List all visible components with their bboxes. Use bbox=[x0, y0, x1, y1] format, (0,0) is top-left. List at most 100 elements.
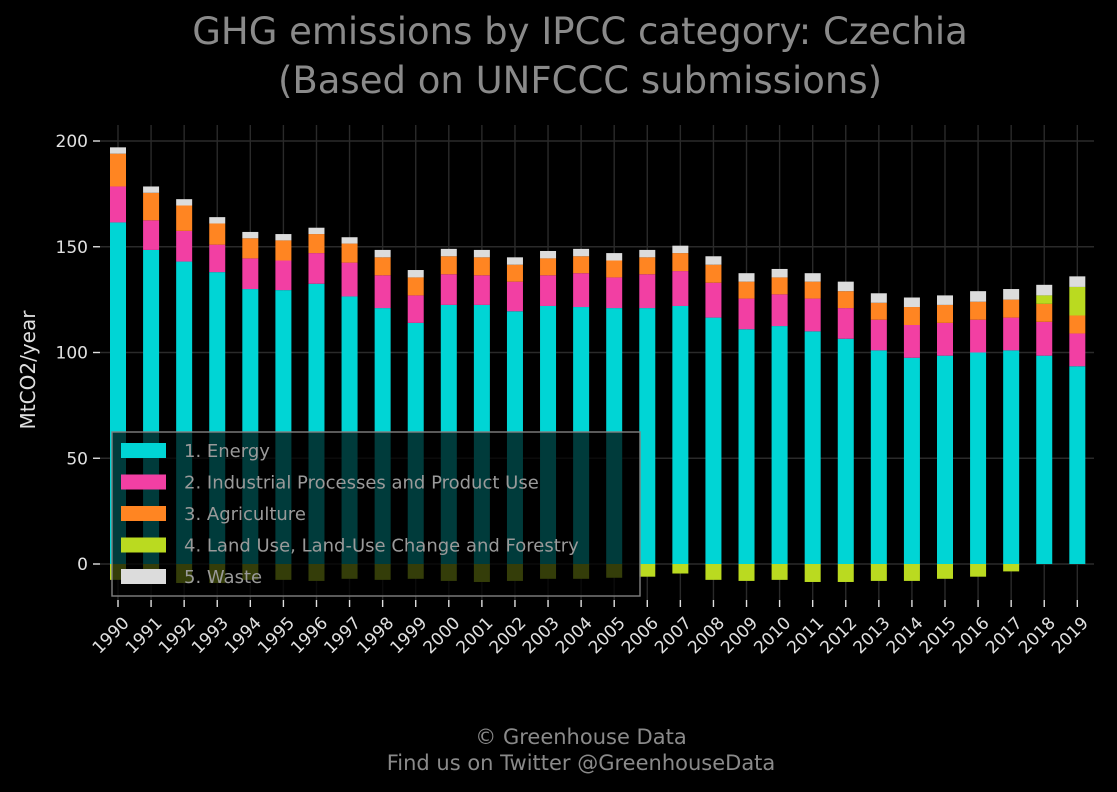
bar-segment bbox=[1069, 315, 1086, 334]
bar-segment bbox=[110, 147, 126, 154]
y-axis-label: MtCO2/year bbox=[16, 310, 40, 430]
legend-swatch bbox=[121, 506, 166, 521]
bar-segment bbox=[176, 199, 193, 206]
x-tick-label: 1998 bbox=[353, 613, 398, 658]
bar-segment bbox=[110, 153, 126, 187]
x-tick-label: 1993 bbox=[188, 613, 233, 658]
x-tick-label: 1999 bbox=[387, 613, 432, 658]
bar-segment bbox=[771, 326, 788, 564]
bar-segment bbox=[374, 249, 391, 258]
bar-segment bbox=[837, 564, 854, 582]
bar-segment bbox=[804, 564, 821, 582]
bar-segment bbox=[506, 281, 523, 312]
bar-segment bbox=[705, 264, 722, 283]
bar-segment bbox=[771, 277, 788, 295]
x-tick-label: 1990 bbox=[89, 613, 134, 658]
bar-segment bbox=[1036, 295, 1053, 304]
bar-segment bbox=[1003, 289, 1020, 300]
bar-segment bbox=[275, 240, 292, 261]
bar-segment bbox=[440, 274, 457, 305]
bar-segment bbox=[540, 250, 557, 259]
bar-segment bbox=[672, 245, 689, 254]
x-tick-label: 2004 bbox=[552, 613, 597, 658]
bar-segment bbox=[970, 301, 987, 320]
bar-segment bbox=[308, 253, 325, 284]
y-tick-label: 150 bbox=[56, 238, 88, 258]
bar-segment bbox=[1036, 355, 1053, 564]
bar-segment bbox=[771, 564, 788, 580]
bar-segment bbox=[573, 256, 590, 274]
bar-segment bbox=[1036, 303, 1053, 322]
legend-frame bbox=[111, 431, 641, 597]
bar-segment bbox=[870, 350, 887, 564]
x-tick-label: 1991 bbox=[122, 613, 167, 658]
bar-segment bbox=[937, 355, 953, 564]
footer-copyright: © Greenhouse Data bbox=[475, 725, 686, 749]
bar-segment bbox=[473, 257, 490, 276]
bar-segment bbox=[407, 277, 424, 296]
bar-segment bbox=[143, 192, 160, 221]
bar-segment bbox=[1036, 321, 1053, 356]
y-tick-label: 0 bbox=[77, 555, 88, 575]
bar-segment bbox=[837, 281, 854, 292]
y-axis: 0 50 100 150 200 bbox=[56, 132, 100, 575]
x-tick-label: 2001 bbox=[453, 613, 498, 658]
bar-segment bbox=[639, 257, 656, 275]
bar-segment bbox=[903, 297, 920, 308]
bar-segment bbox=[837, 308, 854, 339]
bar-segment bbox=[275, 260, 292, 291]
x-tick-label: 2013 bbox=[850, 613, 895, 658]
x-tick-label: 1994 bbox=[221, 613, 266, 658]
bar-segment bbox=[937, 304, 953, 323]
bar-segment bbox=[639, 249, 656, 258]
y-tick-label: 200 bbox=[56, 132, 88, 152]
x-tick-label: 2007 bbox=[651, 613, 696, 658]
bar-segment bbox=[374, 257, 391, 276]
x-tick-label: 2006 bbox=[618, 613, 663, 658]
bar-segment bbox=[540, 275, 557, 306]
bar-segment bbox=[705, 317, 722, 564]
x-tick-label: 2009 bbox=[717, 613, 762, 658]
bar-segment bbox=[573, 248, 590, 257]
bar-segment bbox=[970, 319, 987, 353]
bar-segment bbox=[606, 277, 623, 309]
x-tick-label: 2005 bbox=[585, 613, 630, 658]
bar-segment bbox=[341, 262, 358, 297]
x-tick-label: 2019 bbox=[1048, 613, 1093, 658]
bar-segment bbox=[1003, 564, 1020, 572]
legend-label: 5. Waste bbox=[184, 567, 262, 588]
x-tick-label: 2017 bbox=[982, 613, 1027, 658]
bar-segment bbox=[308, 234, 325, 254]
bar-segment bbox=[870, 302, 887, 320]
chart-title-line2: (Based on UNFCCC submissions) bbox=[278, 59, 882, 102]
bar-segment bbox=[209, 244, 226, 273]
legend-label: 3. Agriculture bbox=[184, 504, 306, 525]
bar-segment bbox=[937, 322, 953, 356]
x-tick-label: 1996 bbox=[287, 613, 332, 658]
bar-segment bbox=[440, 248, 457, 257]
bar-segment bbox=[804, 273, 821, 282]
bar-segment bbox=[705, 256, 722, 265]
legend-swatch bbox=[121, 474, 166, 490]
bar-segment bbox=[407, 295, 424, 323]
x-axis: 1990199119921993199419951996199719981999… bbox=[89, 600, 1093, 658]
bar-segment bbox=[209, 217, 226, 224]
x-tick-label: 2002 bbox=[486, 613, 531, 658]
bar-segment bbox=[903, 307, 920, 326]
bar-segment bbox=[1003, 317, 1020, 351]
bar-segment bbox=[176, 230, 193, 262]
bar-segment bbox=[639, 564, 656, 577]
bar-segment bbox=[209, 223, 226, 245]
bar-segment bbox=[639, 274, 656, 309]
bar-segment bbox=[738, 273, 755, 282]
x-tick-label: 2016 bbox=[949, 613, 994, 658]
bar-segment bbox=[672, 271, 689, 306]
bar-segment bbox=[837, 291, 854, 309]
bar-segment bbox=[341, 243, 358, 263]
y-tick-label: 100 bbox=[56, 344, 88, 364]
bar-segment bbox=[705, 282, 722, 318]
bar-segment bbox=[407, 270, 424, 278]
bar-segment bbox=[1069, 333, 1086, 367]
bar-segment bbox=[110, 186, 126, 223]
